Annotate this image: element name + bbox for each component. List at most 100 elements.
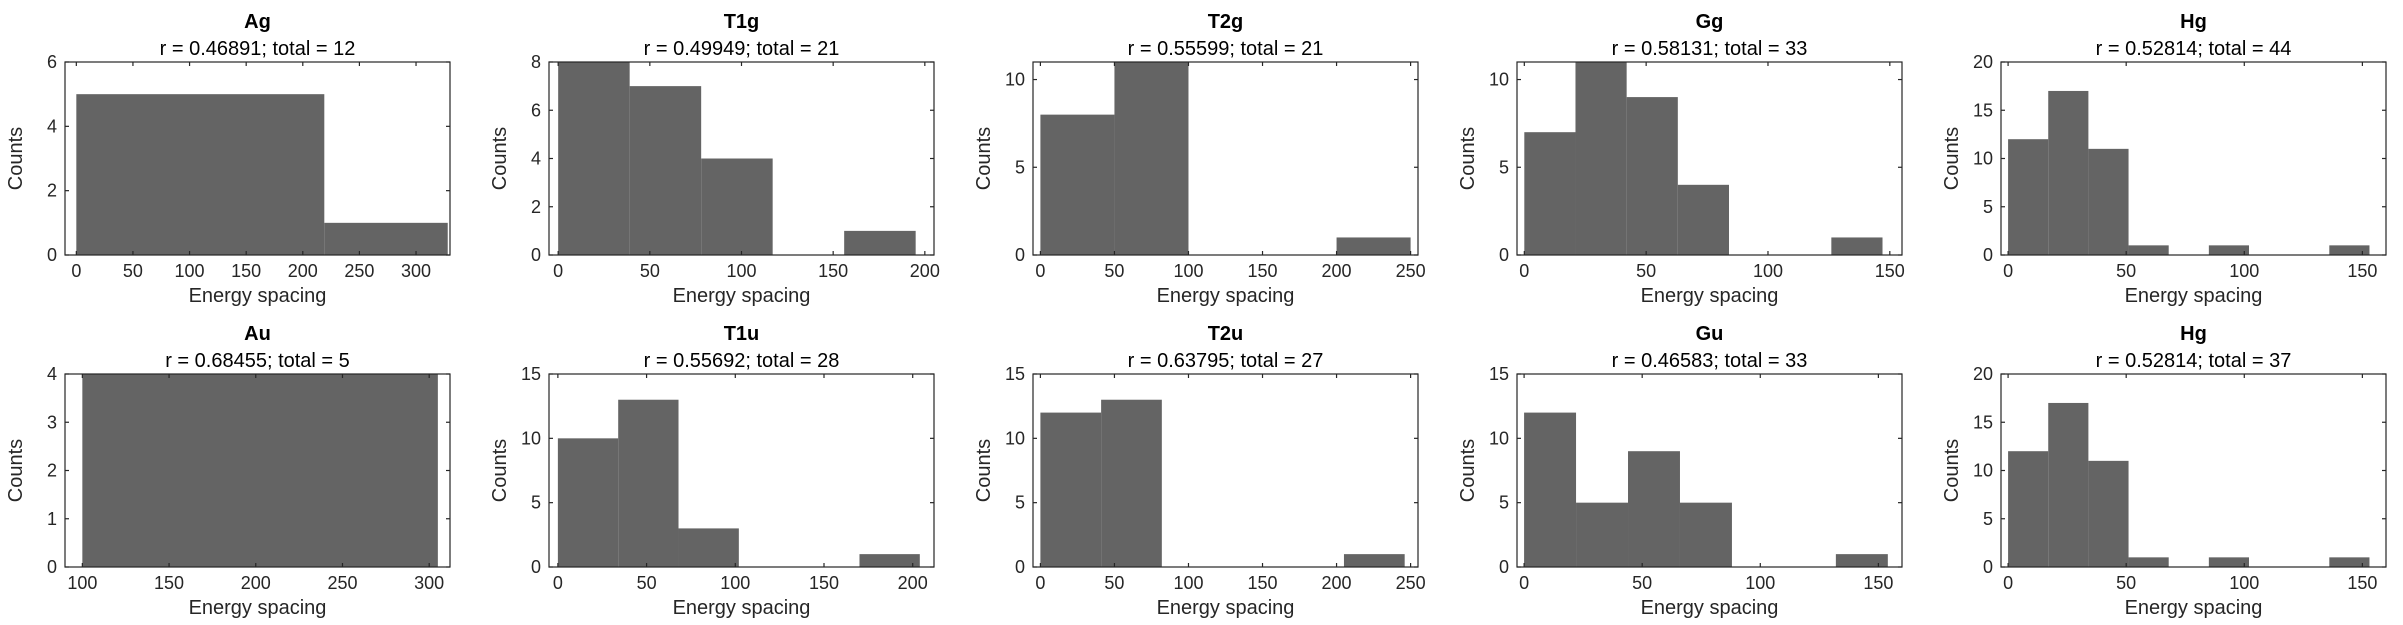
x-tick-label: 0 (1035, 573, 1045, 593)
y-tick-label: 15 (521, 364, 541, 384)
y-tick-label: 10 (521, 428, 541, 448)
x-tick-label: 50 (640, 261, 660, 281)
histogram-panel-2: 0 50 100 150 200 0 2 4 6 8 T1g r = 0.49949; total =… (489, 11, 940, 307)
x-tick-label: 0 (1519, 261, 1529, 281)
x-tick-label: 100 (1173, 261, 1203, 281)
x-tick-label: 150 (1863, 573, 1893, 593)
y-tick-label: 6 (47, 52, 57, 72)
x-tick-label: 150 (1875, 261, 1905, 281)
histogram-bar (2128, 557, 2169, 567)
panel-title: Hg (2180, 323, 2207, 345)
histogram-bar (1101, 399, 1162, 567)
panel-title: Ag (244, 11, 271, 33)
y-tick-label: 0 (531, 245, 541, 265)
histogram-bar (859, 554, 920, 567)
histogram-bar (1336, 237, 1411, 255)
histogram-bar (82, 374, 438, 567)
y-tick-label: 10 (1973, 149, 1993, 169)
x-tick-label: 100 (720, 573, 750, 593)
y-tick-label: 15 (1973, 100, 1993, 120)
histogram-bar (2329, 245, 2370, 255)
histogram-panel-3: 0 50 100 150 200 250 0 5 10 T2g r = 0.55599; total… (973, 11, 1426, 307)
x-tick-label: 250 (344, 261, 374, 281)
panel-title: Gg (1696, 11, 1724, 33)
x-axis-label: Energy spacing (2125, 285, 2263, 307)
axes-frame (1032, 61, 1419, 256)
y-tick-label: 4 (531, 149, 541, 169)
panel-subtitle: r = 0.58131; total = 33 (1612, 38, 1808, 60)
histogram-bar (76, 94, 325, 256)
y-axis-label: Counts (973, 127, 995, 190)
x-tick-label: 200 (241, 573, 271, 593)
histogram-bar (678, 528, 739, 567)
panel-subtitle: r = 0.52814; total = 37 (2096, 350, 2292, 372)
y-tick-label: 2 (531, 197, 541, 217)
x-tick-label: 50 (2116, 261, 2136, 281)
x-axis-label: Energy spacing (673, 597, 811, 619)
y-tick-label: 1 (47, 509, 57, 529)
x-axis-label: Energy spacing (1157, 285, 1295, 307)
panel-title: T1g (724, 11, 760, 33)
x-tick-label: 100 (1745, 573, 1775, 593)
x-tick-label: 50 (2116, 573, 2136, 593)
panel-subtitle: r = 0.55599; total = 21 (1128, 38, 1324, 60)
panel-subtitle: r = 0.46583; total = 33 (1612, 350, 1808, 372)
x-axis-label: Energy spacing (189, 285, 327, 307)
x-tick-label: 0 (71, 261, 81, 281)
x-tick-label: 150 (818, 261, 848, 281)
histogram-panel-9: 0 50 100 150 0 5 10 15 Gu r = 0.46583; total = 33… (1457, 323, 1903, 619)
histogram-bar (844, 230, 916, 255)
histogram-bar (324, 222, 448, 255)
y-tick-label: 5 (1499, 157, 1509, 177)
y-axis-label: Counts (5, 439, 27, 502)
x-tick-label: 0 (2003, 573, 2013, 593)
x-axis-label: Energy spacing (1641, 597, 1779, 619)
y-tick-label: 10 (1489, 428, 1509, 448)
y-tick-label: 0 (47, 245, 57, 265)
panel-title: Au (244, 323, 271, 345)
histogram-bar (2008, 451, 2049, 567)
panel-title: T2u (1208, 323, 1244, 345)
x-tick-label: 200 (898, 573, 928, 593)
x-tick-label: 300 (401, 261, 431, 281)
histogram-bar (1343, 554, 1405, 567)
x-tick-label: 150 (2347, 573, 2377, 593)
x-tick-label: 150 (809, 573, 839, 593)
y-tick-label: 10 (1005, 428, 1025, 448)
y-tick-label: 10 (1005, 70, 1025, 90)
axes-frame (1032, 373, 1419, 568)
x-tick-label: 250 (327, 573, 357, 593)
x-tick-label: 150 (154, 573, 184, 593)
panel-title: Gu (1696, 323, 1724, 345)
y-tick-label: 0 (1015, 245, 1025, 265)
x-tick-label: 0 (553, 261, 563, 281)
y-tick-label: 10 (1973, 461, 1993, 481)
histogram-panel-4: 0 50 100 150 0 5 10 Gg r = 0.58131; total = 33 En… (1457, 11, 1905, 307)
x-tick-label: 200 (1322, 261, 1352, 281)
x-tick-label: 100 (67, 573, 97, 593)
histogram-bar (1677, 184, 1729, 255)
x-tick-label: 100 (2229, 261, 2259, 281)
x-axis-label: Energy spacing (1641, 285, 1779, 307)
x-tick-label: 100 (1753, 261, 1783, 281)
x-tick-label: 300 (414, 573, 444, 593)
x-tick-label: 100 (175, 261, 205, 281)
y-tick-label: 0 (1983, 245, 1993, 265)
histogram-bar (2128, 245, 2169, 255)
y-tick-label: 0 (47, 557, 57, 577)
y-axis-label: Counts (973, 439, 995, 502)
y-axis-label: Counts (1457, 439, 1479, 502)
histogram-bar (1040, 412, 1102, 567)
x-tick-label: 250 (1396, 261, 1426, 281)
histogram-bar (1835, 554, 1888, 567)
x-tick-label: 50 (1632, 573, 1652, 593)
histogram-panel-8: 0 50 100 150 200 250 0 5 10 15 T2u r = 0.63795; tot… (973, 323, 1426, 619)
x-tick-label: 50 (1636, 261, 1656, 281)
y-tick-label: 15 (1489, 364, 1509, 384)
y-tick-label: 10 (1489, 70, 1509, 90)
panel-title: T2g (1208, 11, 1244, 33)
y-axis-label: Counts (1457, 127, 1479, 190)
x-axis-label: Energy spacing (2125, 597, 2263, 619)
x-tick-label: 50 (1104, 261, 1124, 281)
histogram-bar (2088, 148, 2129, 255)
